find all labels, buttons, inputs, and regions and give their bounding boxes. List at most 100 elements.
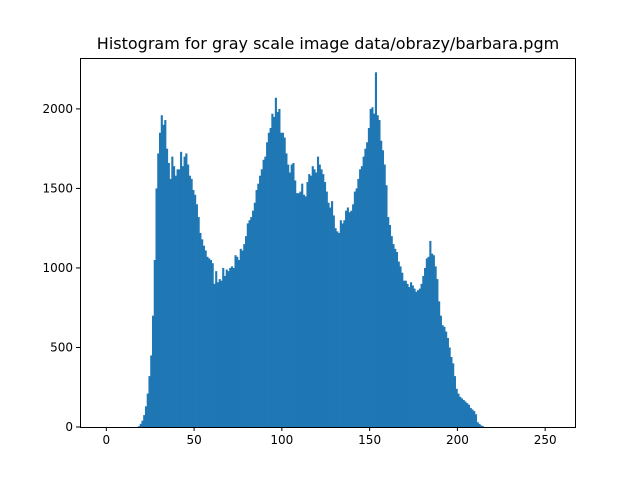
histogram-bar [374, 72, 377, 428]
histogram-bar [474, 414, 478, 427]
histogram-bar [341, 223, 344, 427]
histogram-bar [352, 204, 355, 427]
histogram-bar [257, 183, 260, 427]
histogram-bar [266, 142, 269, 427]
histogram-bar [448, 347, 451, 427]
histogram-bar [158, 132, 162, 427]
y-axis-ticks: 0 500 1000 1500 2000 [42, 102, 80, 434]
histogram-bar [453, 376, 456, 427]
histogram-bar [411, 285, 414, 427]
histogram-bar [383, 164, 386, 428]
histogram-bar [427, 256, 430, 427]
histogram-bar [450, 357, 453, 427]
y-tick-label: 2000 [42, 102, 73, 116]
histogram-bar [432, 255, 435, 427]
histogram-bar [181, 166, 184, 428]
histogram-bar [402, 280, 406, 427]
histogram-bar [362, 156, 365, 428]
histogram-bar [313, 169, 316, 427]
histogram-bar [211, 263, 214, 427]
histogram-bar [438, 301, 441, 427]
histogram-bar [229, 267, 232, 427]
histogram-bar [392, 244, 395, 427]
histogram-bar [225, 269, 228, 427]
histogram-bar [399, 266, 402, 427]
histogram-bar [325, 191, 328, 427]
histogram-bar [420, 283, 423, 427]
histogram-bar [371, 107, 374, 428]
histogram-bar [387, 217, 390, 427]
histogram-bar [216, 282, 220, 427]
histogram-bar [164, 120, 167, 427]
histogram-bar [185, 153, 188, 427]
histogram-bar [157, 153, 160, 427]
histogram-bar [443, 326, 446, 427]
histogram-bar [166, 148, 169, 427]
histogram-bar [481, 426, 485, 427]
histogram-bar [385, 185, 388, 427]
histogram-bar [171, 156, 174, 428]
x-tick-label: 50 [186, 433, 201, 447]
histogram-bar [162, 124, 165, 427]
histogram-bar [267, 132, 270, 427]
histogram-bar [234, 255, 237, 427]
histogram-bar [322, 174, 325, 427]
histogram-bar [264, 156, 267, 428]
histogram-bar [471, 409, 474, 427]
histogram-bar [329, 207, 332, 427]
histogram-bar [381, 150, 385, 427]
histogram-bar [285, 153, 288, 427]
plot-frame [80, 58, 576, 428]
histogram-bar [415, 291, 418, 427]
histogram-bar [215, 271, 218, 427]
histogram-bar [190, 178, 193, 427]
histogram-bar [194, 194, 197, 427]
histogram-bar [237, 259, 241, 427]
x-tick-label: 100 [270, 433, 293, 447]
histogram-bar [278, 108, 281, 428]
histogram-bar [378, 120, 381, 427]
histogram-bar [295, 193, 299, 427]
histogram-bar [469, 407, 472, 427]
histogram-bar [462, 399, 465, 427]
y-tick-label: 500 [50, 340, 73, 354]
histogram-bar [192, 190, 195, 427]
histogram-bar [239, 248, 242, 427]
histogram-bar [155, 188, 158, 427]
histogram-bar [311, 166, 314, 428]
histogram-bar [334, 228, 337, 427]
histogram-bar [245, 236, 248, 427]
histogram-bar [204, 250, 207, 427]
histogram-bar [457, 393, 460, 427]
histogram-bar [260, 169, 263, 427]
histogram-bar [178, 169, 181, 427]
histogram-bar [408, 287, 411, 427]
histogram-bar [173, 166, 176, 428]
histogram-bar [343, 220, 346, 427]
histogram-bar [373, 113, 376, 428]
histogram-bar [338, 232, 341, 427]
histogram-bar [459, 396, 462, 427]
histogram-bar [246, 223, 249, 427]
histogram-bar [195, 204, 198, 427]
histogram-bar [288, 172, 291, 427]
histogram-bar [348, 212, 351, 427]
y-tick-label: 1000 [42, 261, 73, 275]
histogram-bar [243, 244, 246, 427]
histogram-bar [376, 115, 379, 428]
histogram-bar [302, 194, 306, 427]
histogram-bar [339, 220, 342, 427]
histogram-bar [223, 275, 227, 427]
histogram-bar [394, 248, 397, 427]
histogram-bar [364, 148, 367, 427]
histogram-bar [425, 258, 428, 427]
histogram-bar [259, 175, 262, 427]
histogram-bar [476, 422, 479, 427]
histogram-bar [424, 267, 427, 427]
histogram-bar [460, 398, 464, 427]
histogram-bar [236, 256, 239, 427]
histogram-bar [213, 283, 216, 427]
histogram-bar [271, 113, 274, 428]
histogram-bar [455, 388, 458, 427]
histogram-bar [309, 175, 313, 427]
